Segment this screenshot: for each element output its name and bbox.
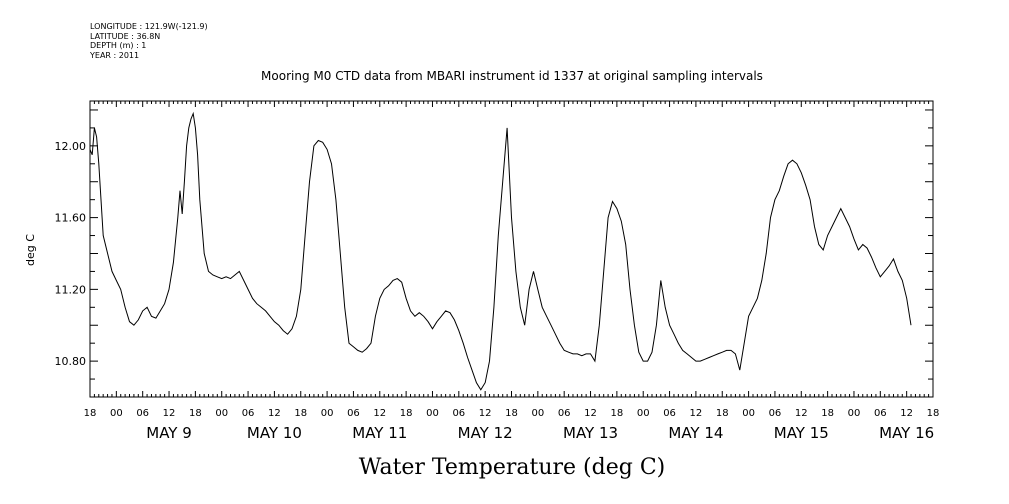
series-line <box>89 111 912 391</box>
x-hour-label: 12 <box>690 408 703 419</box>
x-tick-labels: 18 00 06 12 18 00 06 12 18 00 06 12 18 00 06 12 18 00 06 12… <box>84 408 940 419</box>
latitude-text: LATITUDE : 36.8N <box>90 31 161 41</box>
x-hour-label: 00 <box>742 408 755 419</box>
y-tick-label: 10.80 <box>55 355 87 368</box>
x-hour-label: 12 <box>584 408 597 419</box>
y-tick-label: 12.00 <box>55 140 87 153</box>
x-hour-label: 00 <box>426 408 439 419</box>
x-hour-label: 12 <box>373 408 386 419</box>
x-hour-label: 06 <box>136 408 149 419</box>
x-axis-label: Water Temperature (deg C) <box>359 455 666 480</box>
x-day-label: MAY 9 <box>146 424 192 442</box>
plot-frame <box>89 100 934 398</box>
axis-ticks <box>89 101 934 397</box>
x-hour-label: 12 <box>163 408 176 419</box>
x-hour-label: 18 <box>927 408 940 419</box>
x-hour-label: 12 <box>900 408 913 419</box>
station-metadata: LONGITUDE : 121.9W(-121.9) LATITUDE : 36… <box>90 22 208 60</box>
x-day-label: MAY 16 <box>879 424 934 442</box>
x-day-labels: MAY 9 MAY 10 MAY 11 MAY 12 MAY 13 MAY 14 MAY 1… <box>146 424 934 442</box>
depth-text: DEPTH (m) : 1 <box>90 41 147 50</box>
x-hour-label: 00 <box>848 408 861 419</box>
x-day-label: MAY 13 <box>563 424 618 442</box>
x-hour-label: 18 <box>189 408 202 419</box>
year-text: YEAR : 2011 <box>90 50 140 60</box>
y-axis-label: deg C <box>24 234 37 266</box>
x-hour-label: 06 <box>874 408 887 419</box>
x-day-label: MAY 10 <box>247 424 302 442</box>
x-hour-label: 06 <box>242 408 255 419</box>
x-hour-label: 18 <box>84 408 97 419</box>
x-hour-label: 18 <box>294 408 307 419</box>
x-hour-label: 06 <box>452 408 465 419</box>
x-hour-label: 18 <box>400 408 413 419</box>
x-hour-label: 12 <box>479 408 492 419</box>
x-day-label: MAY 14 <box>668 424 723 442</box>
x-hour-label: 06 <box>558 408 571 419</box>
x-hour-label: 18 <box>716 408 729 419</box>
longitude-text: LONGITUDE : 121.9W(-121.9) <box>90 22 208 31</box>
x-hour-label: 00 <box>321 408 334 419</box>
x-hour-label: 06 <box>769 408 782 419</box>
x-hour-label: 00 <box>110 408 123 419</box>
x-day-label: MAY 11 <box>352 424 407 442</box>
x-hour-label: 12 <box>795 408 808 419</box>
y-tick-label: 11.60 <box>55 212 87 225</box>
x-hour-label: 00 <box>531 408 544 419</box>
x-hour-label: 18 <box>821 408 834 419</box>
y-tick-label: 11.20 <box>55 283 87 296</box>
x-hour-label: 00 <box>637 408 650 419</box>
x-hour-label: 18 <box>611 408 624 419</box>
x-hour-label: 06 <box>347 408 360 419</box>
y-tick-labels: 10.80 11.20 11.60 12.00 <box>55 140 87 368</box>
x-hour-label: 18 <box>505 408 518 419</box>
x-hour-label: 00 <box>215 408 228 419</box>
chart-title: Mooring M0 CTD data from MBARI instrumen… <box>261 69 763 83</box>
x-day-label: MAY 15 <box>774 424 829 442</box>
x-hour-label: 12 <box>268 408 281 419</box>
x-hour-label: 06 <box>663 408 676 419</box>
x-day-label: MAY 12 <box>458 424 513 442</box>
